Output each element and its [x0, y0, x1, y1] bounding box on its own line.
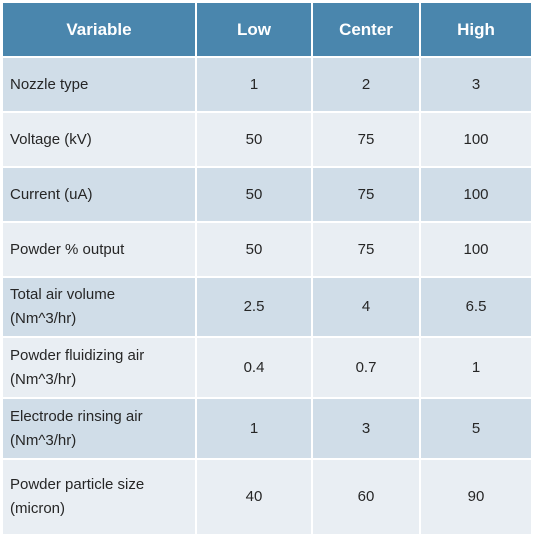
variable-name: Powder fluidizing air (Nm^3/hr) [3, 338, 195, 397]
header-center: Center [313, 3, 419, 56]
table-row: Total air volume (Nm^3/hr) 2.5 4 6.5 [3, 278, 531, 336]
low-value: 50 [197, 223, 311, 276]
header-high: High [421, 3, 531, 56]
low-value: 50 [197, 168, 311, 221]
high-value: 100 [421, 113, 531, 166]
table-row: Current (uA) 50 75 100 [3, 168, 531, 221]
table-row: Electrode rinsing air (Nm^3/hr) 1 3 5 [3, 399, 531, 458]
header-low: Low [197, 3, 311, 56]
variable-name: Powder % output [3, 223, 195, 276]
variable-name: Nozzle type [3, 58, 195, 111]
center-value: 75 [313, 223, 419, 276]
center-value: 2 [313, 58, 419, 111]
center-value: 3 [313, 399, 419, 458]
table-row: Powder particle size (micron) 40 60 90 [3, 460, 531, 534]
high-value: 3 [421, 58, 531, 111]
low-value: 1 [197, 58, 311, 111]
low-value: 2.5 [197, 278, 311, 336]
high-value: 1 [421, 338, 531, 397]
variable-name: Total air volume (Nm^3/hr) [3, 278, 195, 336]
center-value: 75 [313, 113, 419, 166]
header-variable: Variable [3, 3, 195, 56]
table-row: Voltage (kV) 50 75 100 [3, 113, 531, 166]
variable-name: Current (uA) [3, 168, 195, 221]
high-value: 90 [421, 460, 531, 534]
center-value: 4 [313, 278, 419, 336]
low-value: 50 [197, 113, 311, 166]
low-value: 1 [197, 399, 311, 458]
center-value: 0.7 [313, 338, 419, 397]
high-value: 100 [421, 223, 531, 276]
center-value: 75 [313, 168, 419, 221]
variable-name: Powder particle size (micron) [3, 460, 195, 534]
low-value: 0.4 [197, 338, 311, 397]
table-row: Powder fluidizing air (Nm^3/hr) 0.4 0.7 1 [3, 338, 531, 397]
table-row: Nozzle type 1 2 3 [3, 58, 531, 111]
center-value: 60 [313, 460, 419, 534]
high-value: 6.5 [421, 278, 531, 336]
high-value: 100 [421, 168, 531, 221]
high-value: 5 [421, 399, 531, 458]
low-value: 40 [197, 460, 311, 534]
table-row: Powder % output 50 75 100 [3, 223, 531, 276]
header-row: Variable Low Center High [3, 3, 531, 56]
variable-name: Electrode rinsing air (Nm^3/hr) [3, 399, 195, 458]
variable-name: Voltage (kV) [3, 113, 195, 166]
